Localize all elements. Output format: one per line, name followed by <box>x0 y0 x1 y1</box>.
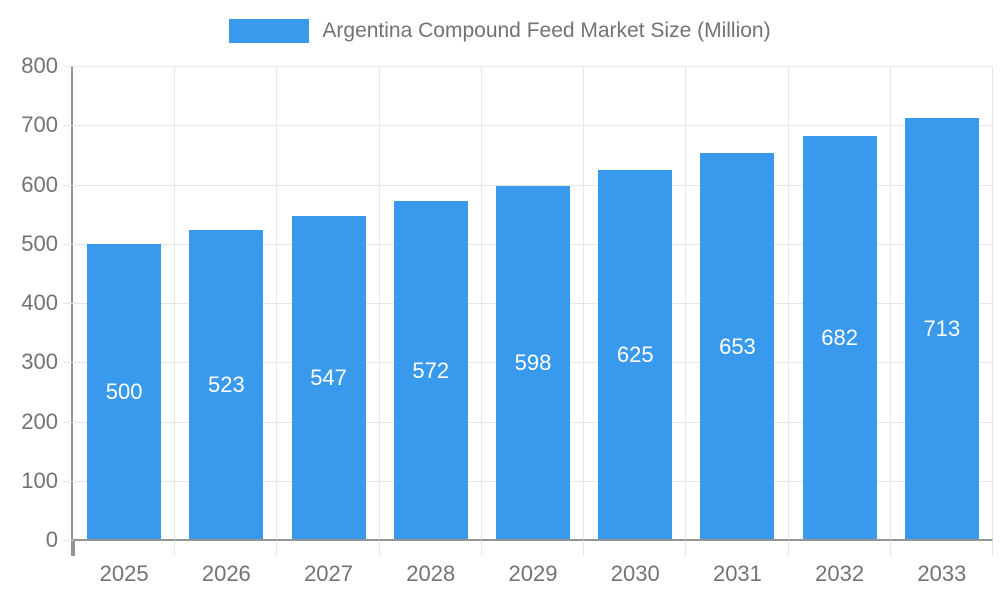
y-tick-label: 400 <box>21 290 58 315</box>
x-tick-mark <box>378 540 380 556</box>
gridline-vertical <box>992 66 993 540</box>
y-tick-label: 800 <box>21 53 58 78</box>
gridline-horizontal <box>73 125 993 127</box>
bar-2033: 713 <box>904 117 979 540</box>
bar-2030: 625 <box>598 169 673 540</box>
y-tick-mark <box>63 540 73 541</box>
bar-value-label: 523 <box>207 372 245 398</box>
x-tick-mark <box>787 540 789 556</box>
x-tick-label: 2030 <box>610 561 660 586</box>
y-tick-label: 0 <box>45 527 58 552</box>
x-tick-mark <box>583 540 585 556</box>
x-tick-mark <box>889 540 891 556</box>
x-axis-labels: 2025 2026 2027 2028 2029 2030 2031 2032 2033 <box>73 540 993 600</box>
x-tick-mark <box>174 540 176 556</box>
x-tick-label: 2026 <box>201 561 251 586</box>
x-tick-label: 2029 <box>508 561 558 586</box>
bar-2026: 523 <box>189 230 264 540</box>
x-tick-label: 2027 <box>304 561 354 586</box>
gridline-vertical <box>889 66 891 540</box>
gridline-vertical <box>480 66 482 540</box>
bar-value-label: 625 <box>616 341 654 367</box>
y-tick-mark <box>63 66 73 67</box>
y-tick-label: 500 <box>21 230 58 256</box>
bar-value-label: 572 <box>412 357 450 383</box>
x-tick-label: 2031 <box>712 561 762 586</box>
y-tick-label: 700 <box>21 112 58 138</box>
gridline-vertical <box>787 66 789 540</box>
plot-area: 500 523 547 572 598 625 653 682 713 <box>73 66 993 540</box>
legend-label: Argentina Compound Feed Market Size (Mil… <box>322 19 771 42</box>
y-tick-mark <box>63 184 73 186</box>
x-tick-label: 2028 <box>406 561 456 586</box>
gridline-vertical <box>685 66 687 540</box>
bar-2031: 653 <box>700 153 775 540</box>
x-tick-mark <box>73 540 75 556</box>
y-tick-label: 100 <box>21 467 58 493</box>
gridline-vertical <box>378 66 380 540</box>
y-tick-mark <box>63 480 73 482</box>
y-tick-label: 300 <box>21 349 58 375</box>
x-axis-line <box>73 539 993 541</box>
bar-value-label: 713 <box>923 315 961 341</box>
y-tick-mark <box>63 362 73 364</box>
gridline-horizontal <box>73 184 993 186</box>
legend-item[interactable]: Argentina Compound Feed Market Size (Mil… <box>0 17 1000 45</box>
bar-2028: 572 <box>393 201 468 540</box>
bar-value-label: 598 <box>514 349 552 375</box>
y-axis-labels: 0 100 200 300 400 500 600 700 800 <box>0 54 58 552</box>
bar-value-label: 682 <box>821 324 859 350</box>
bar-value-label: 500 <box>105 378 143 404</box>
y-tick-mark <box>63 421 73 423</box>
x-tick-label: 2032 <box>815 561 865 586</box>
x-tick-label: 2033 <box>917 561 967 586</box>
bar-2025: 500 <box>87 243 162 540</box>
x-tick-mark <box>685 540 687 556</box>
bar-value-label: 653 <box>719 333 756 359</box>
x-tick-mark <box>276 540 278 556</box>
x-tick-mark <box>480 540 482 556</box>
gridline-vertical <box>276 66 278 540</box>
x-tick-mark <box>992 540 993 556</box>
bar-2029: 598 <box>496 185 570 540</box>
y-tick-label: 200 <box>21 408 58 434</box>
y-tick-mark <box>63 303 73 304</box>
gridline-vertical <box>583 66 585 540</box>
gridline-horizontal <box>73 66 993 67</box>
y-tick-mark <box>63 243 73 245</box>
bar-2027: 547 <box>291 215 366 540</box>
x-tick-label: 2025 <box>99 561 149 586</box>
y-tick-label: 600 <box>21 171 58 197</box>
legend-swatch-icon <box>229 19 310 43</box>
y-axis-line <box>71 66 73 556</box>
bar-2032: 682 <box>802 135 877 540</box>
bar-value-label: 547 <box>310 364 347 390</box>
gridline-vertical <box>174 66 176 540</box>
y-tick-mark <box>63 125 73 127</box>
